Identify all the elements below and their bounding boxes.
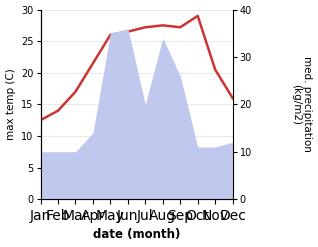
- Y-axis label: med. precipitation
(kg/m2): med. precipitation (kg/m2): [291, 56, 313, 152]
- Y-axis label: max temp (C): max temp (C): [5, 68, 16, 140]
- X-axis label: date (month): date (month): [93, 228, 180, 242]
